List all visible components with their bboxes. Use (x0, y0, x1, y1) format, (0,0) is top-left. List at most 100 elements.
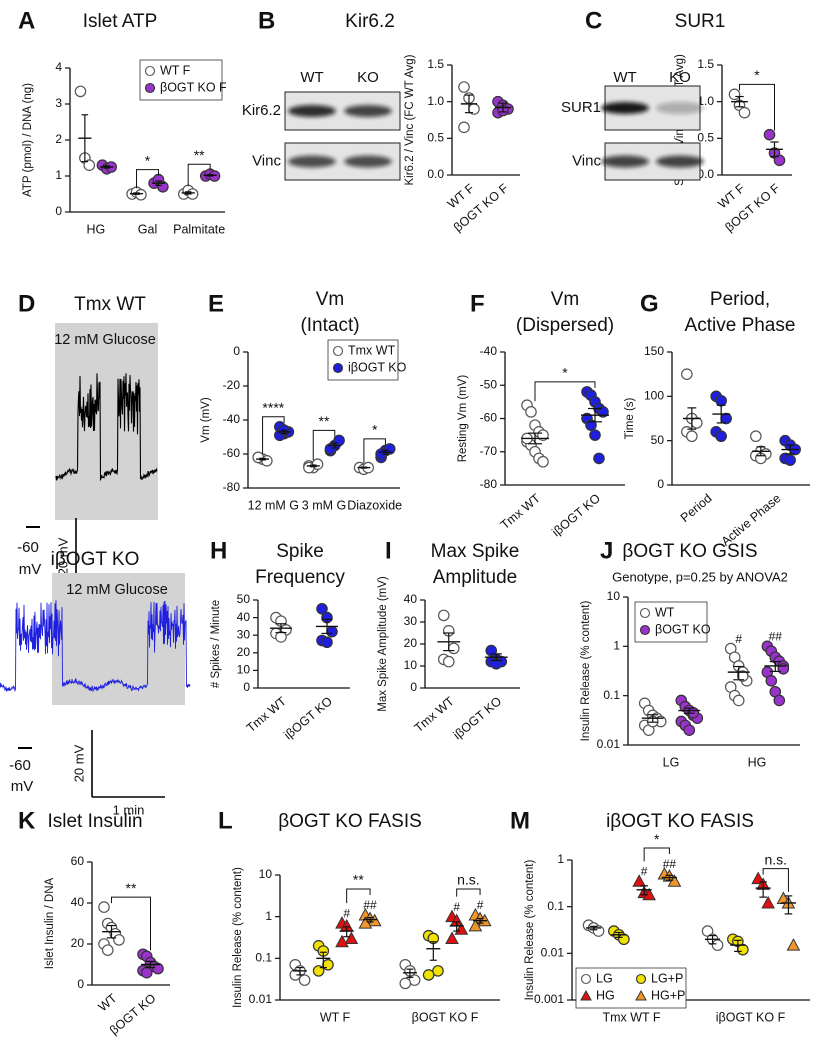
significance-label: * (562, 365, 568, 381)
panel-letter: G (640, 290, 659, 317)
significance-mark: ## (363, 898, 377, 912)
y-tick-label: -50 (480, 377, 498, 391)
chart-title: Islet ATP (83, 11, 158, 32)
trace-title: iβOGT KO (51, 549, 140, 570)
significance-mark: # (477, 898, 484, 912)
y-tick-label: 0.001 (534, 992, 564, 1006)
baseline-value: -60 (17, 539, 39, 556)
legend-symbol (332, 345, 344, 357)
y-tick-label: 0 (233, 344, 240, 358)
significance-mark: # (343, 906, 350, 920)
significance-label: * (145, 152, 151, 168)
y-tick-label: -40 (223, 412, 241, 426)
data-point (458, 121, 470, 134)
chart-title: (Intact) (300, 315, 359, 336)
data-point (786, 938, 801, 951)
data-point (399, 977, 412, 990)
chart-title: Vm (551, 289, 580, 310)
chart-title: Kir6.2 (345, 11, 395, 32)
legend-label: iβOGT KO (348, 360, 407, 374)
baseline-unit: mV (11, 778, 34, 795)
y-axis-label: Time (s) (624, 397, 636, 439)
lane-label: WT (613, 69, 636, 86)
data-point (312, 965, 325, 977)
voltage-trace (0, 600, 191, 693)
data-point (344, 931, 359, 944)
data-point (737, 943, 749, 956)
y-tick-label: 0.01 (597, 737, 621, 751)
y-tick-label: 0 (657, 477, 664, 491)
scale-label-y: 20 mV (71, 744, 86, 782)
y-tick-label: 0.1 (255, 951, 272, 965)
x-tick-label: βOGT KO F (412, 1010, 479, 1024)
blot-band (656, 155, 704, 168)
significance-bracket (312, 429, 336, 461)
blot-band (288, 105, 336, 117)
baseline-unit: mV (19, 561, 42, 578)
data-point (321, 636, 333, 649)
y-tick-label: 10 (237, 663, 251, 677)
data-point (298, 974, 311, 986)
x-tick-label: 3 mM G (302, 498, 346, 512)
y-tick-label: -70 (480, 444, 498, 458)
y-tick-label: 0.0 (697, 167, 714, 181)
panel-letter: F (470, 290, 485, 317)
y-tick-label: 0.1 (603, 688, 620, 702)
y-tick-label: 50 (237, 592, 251, 606)
y-tick-label: 40 (71, 895, 85, 909)
legend-symbol (580, 973, 592, 985)
data-point (447, 642, 460, 655)
chart-title: βOGT KO GSIS (622, 541, 757, 562)
y-tick-label: 0 (243, 680, 250, 694)
y-tick-label: 50 (651, 433, 665, 447)
x-tick-label: iβOGT KO (281, 694, 335, 742)
y-tick-label: 0.1 (547, 899, 564, 913)
legend-symbol (635, 989, 647, 1001)
x-tick-label: iβOGT KO (451, 694, 505, 742)
y-axis-label: Vm (mV) (200, 397, 212, 443)
legend-symbol (635, 973, 647, 985)
data-point (738, 106, 751, 119)
data-point (335, 934, 349, 948)
data-point (83, 159, 96, 171)
panel-letter: A (18, 7, 35, 34)
lane-label: KO (357, 69, 379, 86)
y-tick-label: 1 (557, 852, 564, 866)
significance-bracket (739, 83, 775, 131)
chart-title: (Dispersed) (516, 315, 614, 336)
y-tick-label: 1.5 (427, 57, 444, 71)
data-point (358, 916, 373, 929)
data-point (597, 406, 609, 418)
legend-box (139, 59, 223, 101)
legend-label: WT (655, 605, 675, 619)
significance-mark: # (453, 900, 460, 914)
y-axis-label: Insulin Release (% content) (580, 601, 592, 742)
x-tick-label: WT F (320, 1010, 351, 1024)
data-point (437, 609, 450, 622)
significance-bracket (187, 163, 211, 187)
y-tick-label: 0 (410, 680, 417, 694)
chart-title: Active Phase (685, 315, 796, 336)
panel-letter: I (385, 537, 392, 564)
significance-bracket (643, 847, 670, 862)
y-tick-label: 40 (237, 610, 251, 624)
legend-label: LG (596, 971, 613, 985)
y-tick-label: 0.5 (697, 131, 714, 145)
chart-title: Amplitude (433, 567, 518, 588)
y-tick-label: 1 (55, 168, 62, 182)
data-point (715, 430, 727, 443)
stimulus-box (52, 573, 185, 705)
panel-letter: K (18, 807, 36, 834)
y-tick-label: 1.0 (697, 94, 714, 108)
stimulus-label: 12 mM Glucose (54, 332, 156, 348)
data-point (683, 724, 696, 736)
legend-box (575, 967, 687, 1009)
significance-label: * (372, 422, 378, 438)
panel-letter: D (18, 290, 35, 317)
panel-letter: L (218, 807, 233, 834)
data-point (728, 88, 741, 101)
y-tick-label: 40 (404, 592, 418, 606)
y-tick-label: 0.01 (541, 946, 565, 960)
y-tick-label: -60 (223, 446, 241, 460)
scale-label-x: 1 min (113, 802, 145, 817)
